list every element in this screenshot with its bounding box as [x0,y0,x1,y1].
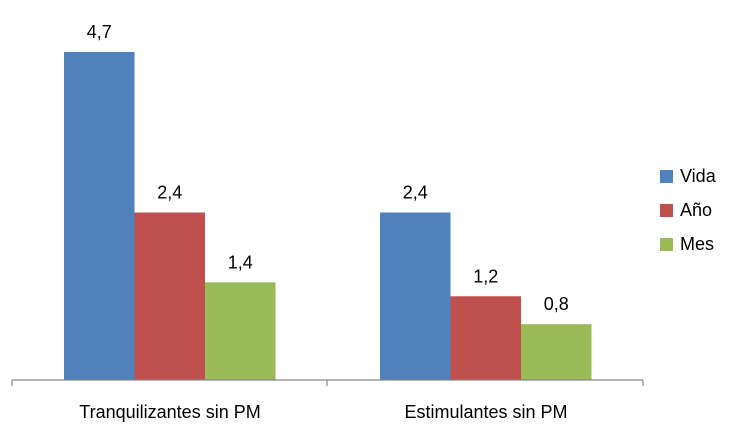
x-tick-label: Estimulantes sin PM [404,402,567,422]
data-label: 0,8 [544,294,569,314]
bar-mes-0 [205,282,276,380]
legend: Vida Año Mes [660,166,717,254]
bar-mes-1 [521,324,592,380]
data-label: 1,4 [228,252,253,272]
data-labels: 4,7 2,4 1,4 2,4 1,2 0,8 [87,22,569,314]
legend-swatch-mes [660,238,673,251]
data-label: 4,7 [87,22,112,42]
legend-label-año: Año [680,200,712,220]
legend-label-mes: Mes [680,234,714,254]
data-label: 2,4 [157,183,182,203]
bar-vida-0 [64,52,135,380]
x-tick-label: Tranquilizantes sin PM [79,402,260,422]
bar-vida-1 [380,212,451,380]
data-label: 2,4 [403,183,428,203]
legend-swatch-año [660,204,673,217]
bars [64,52,592,380]
bar-año-0 [134,212,205,380]
legend-swatch-vida [660,170,673,183]
x-axis: Tranquilizantes sin PM Estimulantes sin P… [11,379,644,422]
bar-año-1 [450,296,521,380]
data-label: 1,2 [473,266,498,286]
legend-label-vida: Vida [680,166,717,186]
